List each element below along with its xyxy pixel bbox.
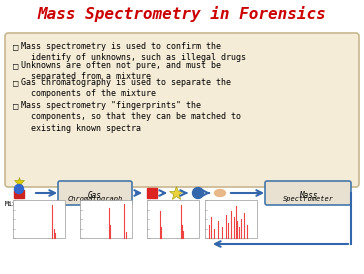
Text: □: □ (13, 61, 18, 70)
Text: □: □ (13, 42, 18, 51)
Text: Mass spectrometry "fingerprints" the
  components, so that they can be matched t: Mass spectrometry "fingerprints" the com… (21, 101, 241, 133)
Text: □: □ (13, 101, 18, 110)
FancyBboxPatch shape (5, 33, 359, 187)
Text: Mass Spectrometry in Forensics: Mass Spectrometry in Forensics (37, 6, 327, 22)
Bar (147, 200, 199, 238)
Text: Chromatograph: Chromatograph (67, 196, 123, 202)
Text: Mixture: Mixture (5, 201, 33, 207)
Bar (13, 200, 65, 238)
Text: Mass spectrometry is used to confirm the
  identify of unknowns, such as illegal: Mass spectrometry is used to confirm the… (21, 42, 246, 62)
Text: □: □ (13, 78, 18, 87)
FancyBboxPatch shape (58, 181, 132, 205)
Circle shape (15, 184, 24, 193)
Text: Spectrometer: Spectrometer (282, 196, 333, 202)
Text: Gas chromatography is used to separate the
  components of the mixture: Gas chromatography is used to separate t… (21, 78, 231, 98)
Text: Mass: Mass (299, 191, 317, 200)
Bar (205, 200, 257, 238)
Bar (147, 188, 157, 198)
FancyBboxPatch shape (265, 181, 351, 205)
Ellipse shape (214, 190, 226, 196)
Bar (80, 200, 132, 238)
Text: Gas: Gas (88, 191, 102, 200)
Bar (14, 190, 24, 198)
Circle shape (193, 187, 203, 198)
Text: Unknowns are often not pure, and must be
  separated from a mixture: Unknowns are often not pure, and must be… (21, 61, 221, 81)
